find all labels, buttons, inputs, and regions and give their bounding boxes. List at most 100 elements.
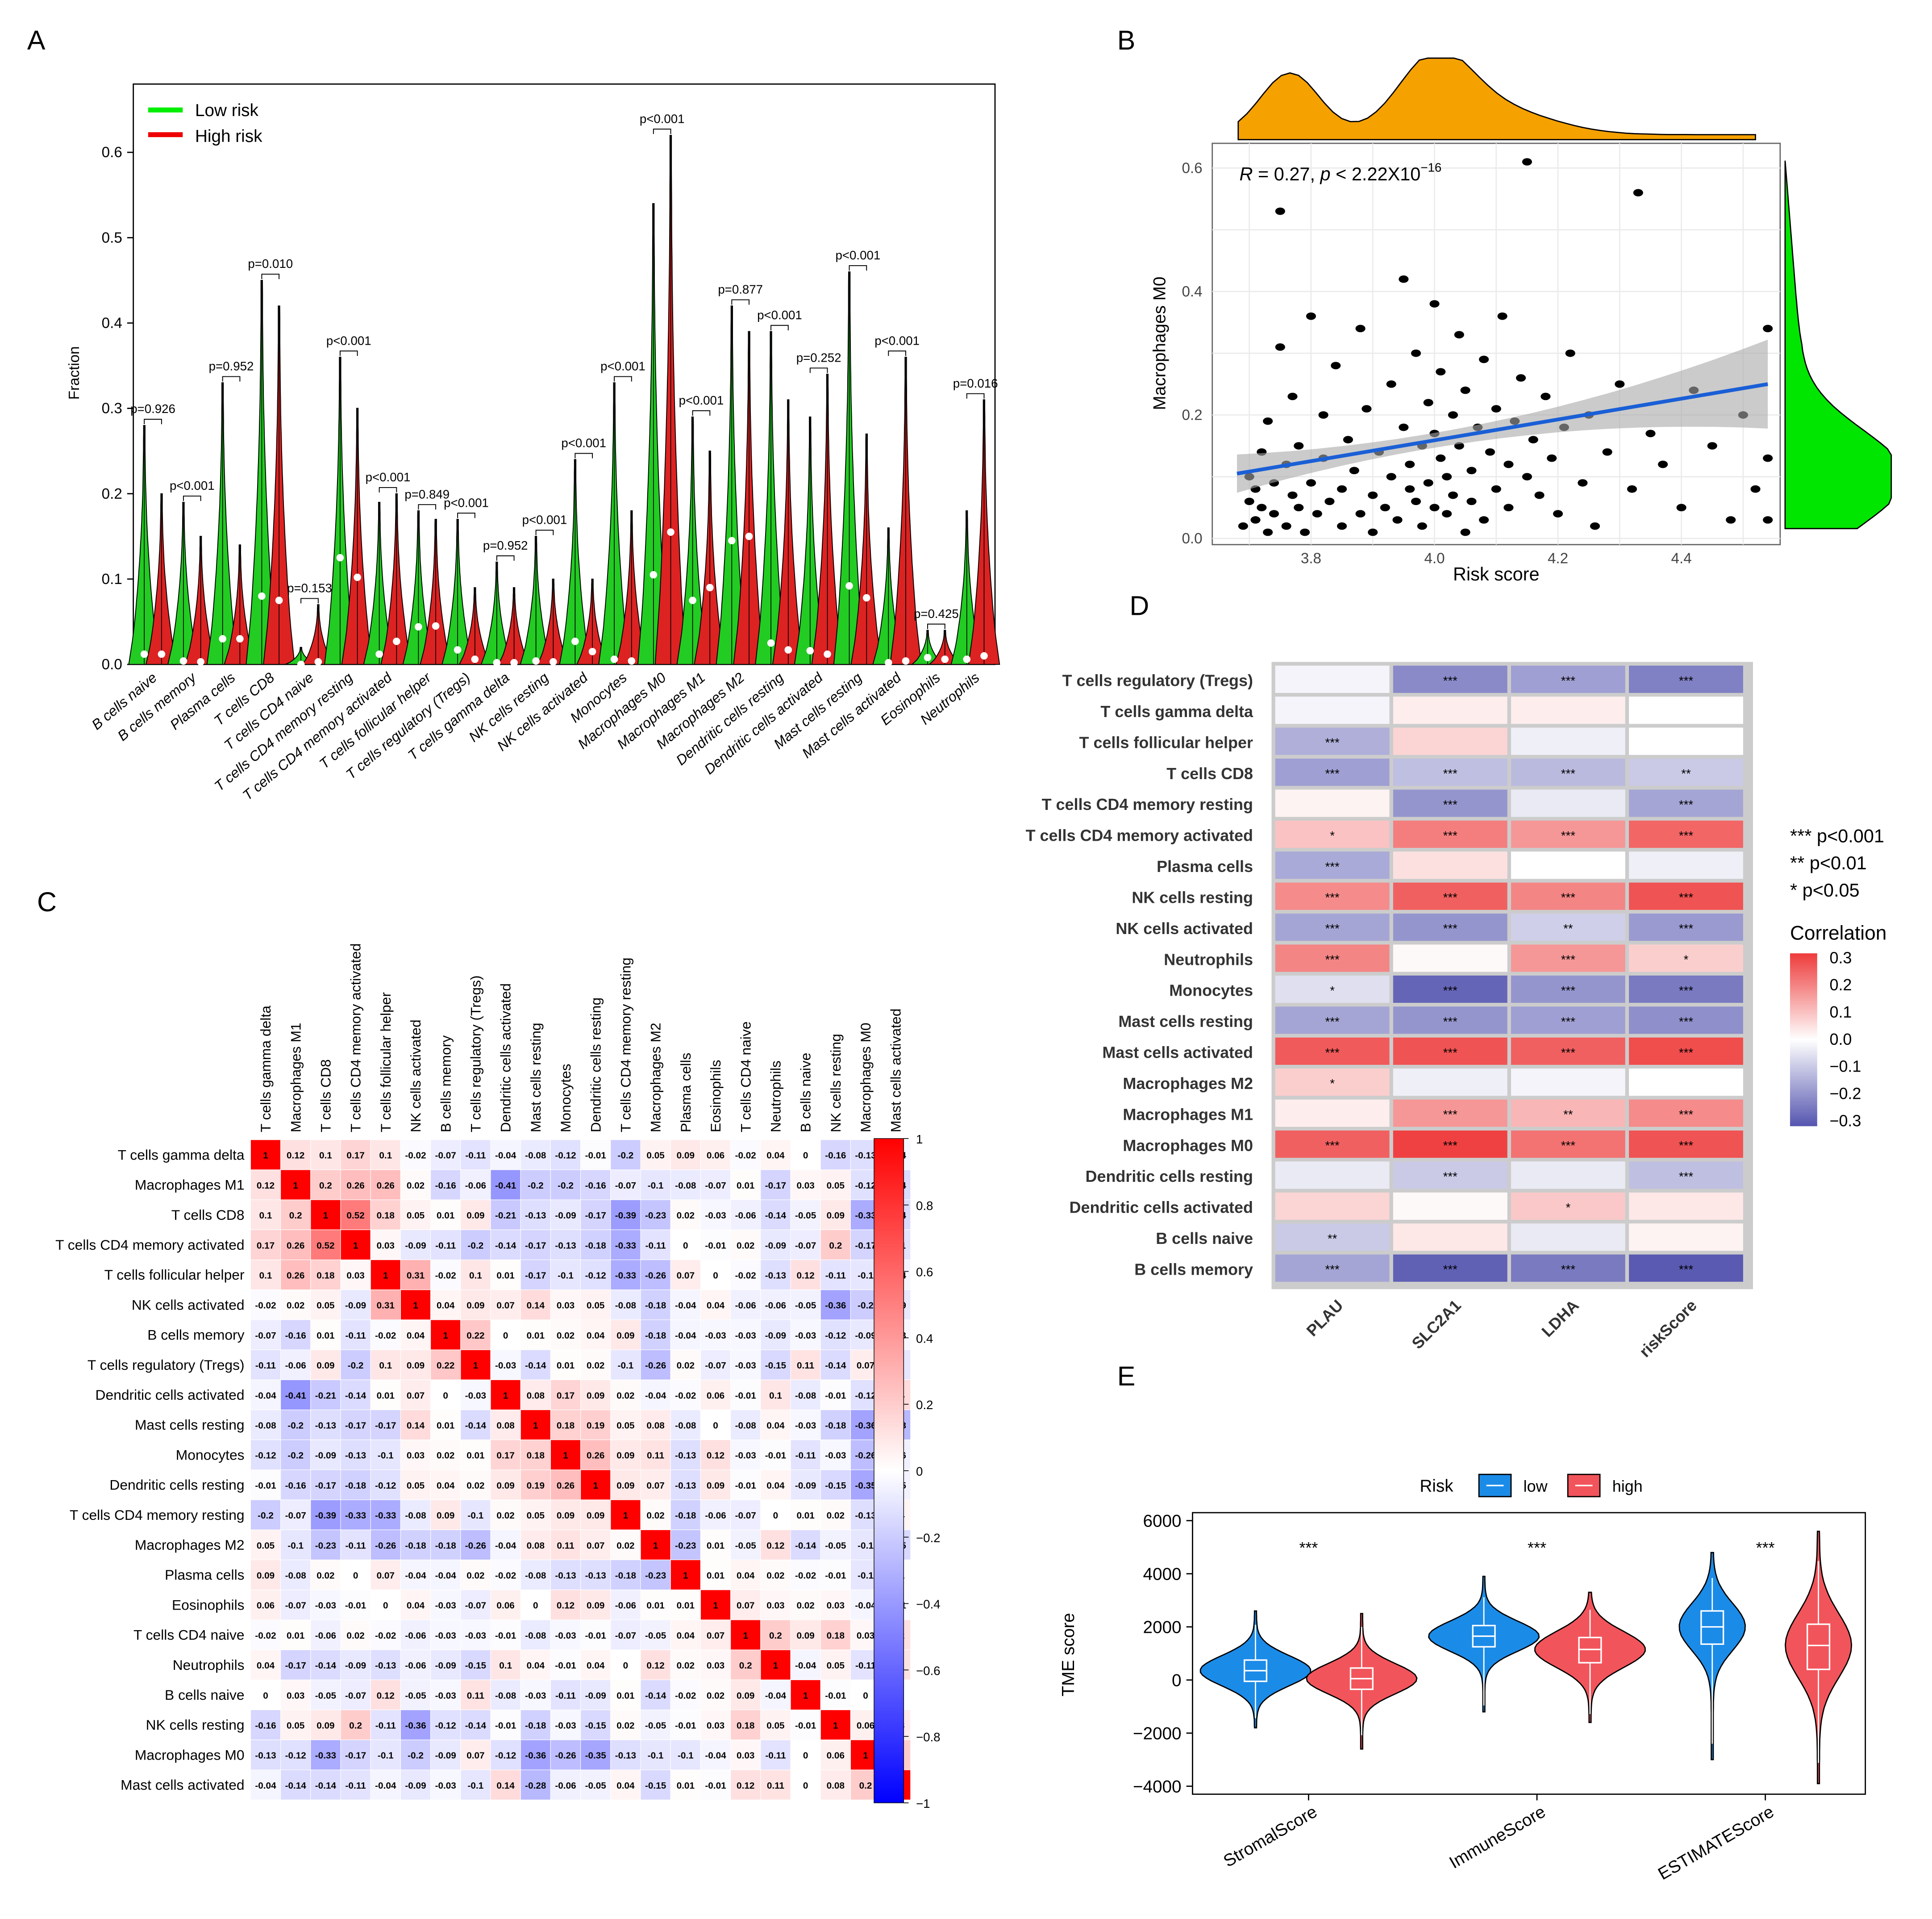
scatter-point bbox=[1269, 510, 1279, 517]
heatmap-cell bbox=[490, 1139, 521, 1170]
scatter-point bbox=[1368, 491, 1378, 499]
heatmap-cell bbox=[1393, 1254, 1507, 1282]
colorbar-tick-label: −0.2 bbox=[916, 1531, 941, 1545]
heatmap-cell bbox=[700, 1319, 731, 1350]
scatter-point bbox=[1565, 349, 1575, 357]
cell-value: 0.2 bbox=[739, 1660, 752, 1671]
heatmap-cell bbox=[310, 1469, 341, 1500]
cell-value: 0.02 bbox=[616, 1390, 634, 1401]
sig-legend-1: *** p<0.001 bbox=[1790, 825, 1884, 846]
row-label: Eosinophils bbox=[172, 1597, 245, 1613]
heatmap-cell bbox=[280, 1260, 311, 1290]
scatter-point bbox=[1257, 504, 1267, 512]
significance-stars: *** bbox=[1679, 1139, 1694, 1152]
scatter-point bbox=[1337, 485, 1347, 493]
cell-value: 0.06 bbox=[257, 1601, 275, 1611]
significance-stars: ** bbox=[1563, 1108, 1573, 1122]
panel-a-y-axis: 0.0 0.1 0.2 0.3 0.4 0.5 0.6 bbox=[102, 144, 133, 673]
cell-value: -0.08 bbox=[525, 1151, 546, 1161]
heatmap-cell bbox=[1629, 882, 1743, 910]
scatter-point bbox=[1645, 430, 1656, 438]
cell-value: 1 bbox=[353, 1240, 358, 1251]
cell-value: 0.04 bbox=[677, 1631, 695, 1641]
heatmap-cell bbox=[550, 1649, 581, 1680]
heatmap-cell bbox=[760, 1589, 791, 1620]
cell-value: -0.04 bbox=[675, 1331, 696, 1341]
cell-value: 0.14 bbox=[527, 1301, 545, 1311]
cell-value: 0.04 bbox=[766, 1420, 785, 1431]
cell-value: -0.04 bbox=[495, 1151, 516, 1161]
cell-value: -0.03 bbox=[435, 1601, 456, 1611]
cell-value: -0.05 bbox=[735, 1540, 756, 1551]
cell-value: -0.21 bbox=[315, 1390, 336, 1401]
cell-value: -0.01 bbox=[255, 1481, 276, 1491]
cell-value: -0.01 bbox=[735, 1481, 756, 1491]
cell-value: 0.04 bbox=[437, 1481, 455, 1491]
row-label: Monocytes bbox=[176, 1447, 245, 1463]
cell-value: -0.12 bbox=[375, 1481, 396, 1491]
cell-value: 0 bbox=[803, 1151, 808, 1161]
scatter-point bbox=[1448, 491, 1458, 499]
heatmap-cell bbox=[400, 1710, 431, 1740]
panel-letter-a: A bbox=[27, 25, 46, 55]
cell-value: -0.03 bbox=[435, 1631, 456, 1641]
cell-value: 0.05 bbox=[766, 1720, 784, 1731]
column-label: Mast cells resting bbox=[528, 1023, 544, 1133]
scatter-point bbox=[1460, 528, 1470, 536]
cell-value: 1 bbox=[743, 1631, 748, 1641]
p-value-label: p<0.001 bbox=[170, 479, 215, 492]
heatmap-cell bbox=[460, 1589, 491, 1620]
heatmap-cell bbox=[370, 1469, 401, 1500]
heatmap-cell bbox=[310, 1589, 341, 1620]
heatmap-cell bbox=[700, 1439, 731, 1470]
heatmap-cell bbox=[250, 1679, 281, 1710]
cell-value: -0.07 bbox=[705, 1181, 726, 1191]
cell-value: -0.03 bbox=[435, 1690, 456, 1701]
heatmap-cell bbox=[550, 1319, 581, 1350]
significance-stars: *** bbox=[1325, 1014, 1340, 1028]
cell-value: 0.04 bbox=[707, 1301, 725, 1311]
heatmap-cell bbox=[760, 1769, 791, 1800]
cell-value: -0.1 bbox=[378, 1751, 394, 1761]
cell-value: -0.04 bbox=[405, 1570, 426, 1581]
cell-value: 0.2 bbox=[769, 1631, 782, 1641]
heatmap-cell bbox=[400, 1589, 431, 1620]
cell-value: 0.17 bbox=[496, 1451, 514, 1461]
heatmap-cell bbox=[580, 1349, 611, 1380]
heatmap-cell bbox=[430, 1679, 461, 1710]
panel-c-cells: 1 0.12 0.1 0.17 0.1 -0.02 -0.07 -0.11 -0.04 -0.08… bbox=[250, 1139, 911, 1800]
cell-value: -0.11 bbox=[375, 1720, 396, 1731]
cell-value: -0.09 bbox=[855, 1331, 876, 1341]
heatmap-cell bbox=[700, 1619, 731, 1650]
cell-value: -0.03 bbox=[735, 1451, 756, 1461]
p-value-bracket bbox=[183, 496, 201, 501]
cell-value: -0.01 bbox=[585, 1631, 606, 1641]
cell-value: 0.2 bbox=[349, 1720, 362, 1731]
heatmap-cell bbox=[1629, 759, 1743, 786]
significance-stars: *** bbox=[1561, 953, 1576, 967]
colorbar-tick-label: −0.8 bbox=[916, 1730, 941, 1744]
scatter-point bbox=[1466, 497, 1477, 505]
p-value-bracket bbox=[418, 504, 437, 510]
heatmap-cell bbox=[1511, 759, 1625, 786]
cell-value: 0 bbox=[803, 1751, 808, 1761]
significance-stars: *** bbox=[1443, 1046, 1458, 1060]
p-value-label: p<0.001 bbox=[522, 513, 567, 527]
heatmap-cell bbox=[370, 1589, 401, 1620]
p-value-bracket bbox=[457, 513, 475, 518]
heatmap-cell bbox=[250, 1769, 281, 1800]
cell-value: -0.1 bbox=[858, 1270, 874, 1281]
cell-value: -0.07 bbox=[615, 1631, 636, 1641]
heatmap-cell bbox=[340, 1740, 371, 1770]
cell-value: -0.03 bbox=[795, 1331, 816, 1341]
scatter-point bbox=[1355, 510, 1366, 517]
cell-value: -0.11 bbox=[255, 1360, 276, 1371]
heatmap-cell bbox=[790, 1679, 821, 1710]
y-tick-label: 0.0 bbox=[102, 656, 122, 673]
heatmap-cell bbox=[1629, 1223, 1743, 1251]
y-tick-label: −2000 bbox=[1133, 1724, 1182, 1743]
significance-stars: *** bbox=[1443, 984, 1458, 997]
cell-value: 0.08 bbox=[496, 1420, 514, 1431]
legend-low-label: low bbox=[1524, 1477, 1548, 1495]
median-high-risk bbox=[471, 655, 479, 663]
